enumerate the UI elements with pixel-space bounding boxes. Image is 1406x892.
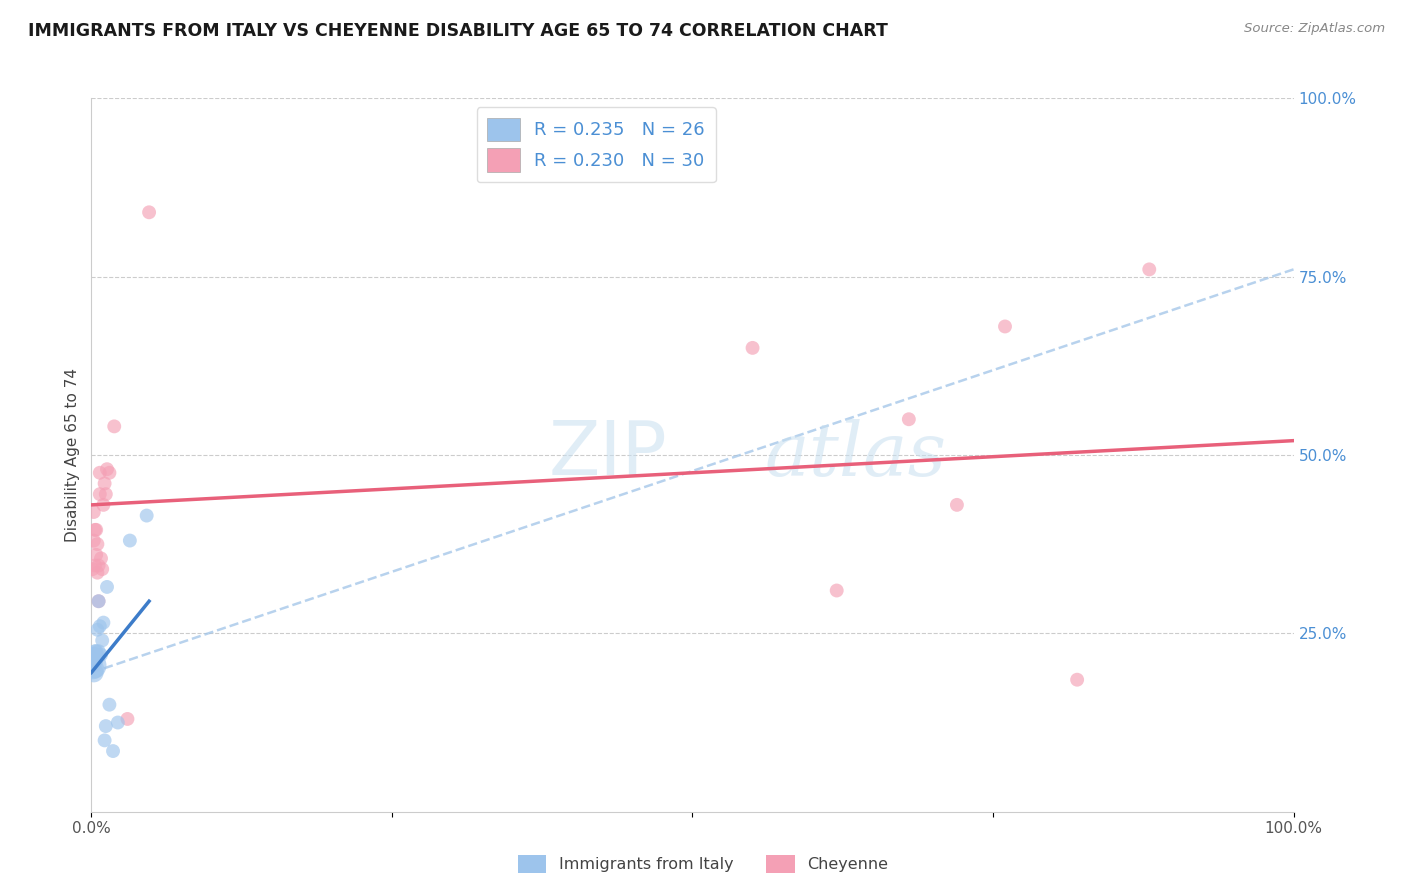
Legend: R = 0.235   N = 26, R = 0.230   N = 30: R = 0.235 N = 26, R = 0.230 N = 30 — [477, 107, 716, 183]
Point — [83, 655, 105, 669]
Point — [86, 537, 108, 551]
Point — [87, 558, 110, 573]
Point — [93, 498, 115, 512]
Point — [93, 615, 115, 630]
Point — [98, 698, 121, 712]
Point — [84, 651, 107, 665]
Point — [825, 583, 848, 598]
Point — [1137, 262, 1160, 277]
Point — [84, 651, 107, 665]
Text: IMMIGRANTS FROM ITALY VS CHEYENNE DISABILITY AGE 65 TO 74 CORRELATION CHART: IMMIGRANTS FROM ITALY VS CHEYENNE DISABI… — [28, 22, 889, 40]
Point — [107, 715, 129, 730]
Point — [897, 412, 920, 426]
Point — [87, 594, 110, 608]
Point — [84, 558, 107, 573]
Point — [98, 466, 121, 480]
Point — [83, 665, 105, 680]
Point — [83, 648, 105, 662]
Point — [91, 562, 114, 576]
Point — [96, 580, 118, 594]
Point — [89, 619, 111, 633]
Point — [94, 719, 117, 733]
Point — [93, 476, 115, 491]
Point — [86, 648, 108, 662]
Point — [94, 487, 117, 501]
Point — [82, 658, 104, 673]
Point — [87, 594, 110, 608]
Point — [84, 644, 107, 658]
Text: atlas: atlas — [765, 418, 946, 491]
Point — [91, 633, 114, 648]
Point — [117, 712, 139, 726]
Point — [84, 644, 107, 658]
Point — [82, 562, 104, 576]
Point — [82, 651, 104, 665]
Point — [741, 341, 763, 355]
Point — [946, 498, 969, 512]
Point — [138, 205, 160, 219]
Point — [84, 523, 107, 537]
Point — [89, 487, 111, 501]
Point — [87, 644, 110, 658]
Point — [84, 523, 107, 537]
Point — [93, 733, 115, 747]
Point — [103, 419, 125, 434]
Point — [89, 466, 111, 480]
Point — [86, 566, 108, 580]
Point — [90, 551, 112, 566]
Point — [135, 508, 157, 523]
Point — [90, 648, 112, 662]
Text: Source: ZipAtlas.com: Source: ZipAtlas.com — [1244, 22, 1385, 36]
Point — [96, 462, 118, 476]
Point — [118, 533, 141, 548]
Y-axis label: Disability Age 65 to 74: Disability Age 65 to 74 — [65, 368, 80, 542]
Point — [84, 662, 107, 676]
Legend: Immigrants from Italy, Cheyenne: Immigrants from Italy, Cheyenne — [512, 848, 894, 880]
Point — [83, 533, 105, 548]
Point — [994, 319, 1017, 334]
Point — [101, 744, 124, 758]
Point — [86, 623, 108, 637]
Point — [83, 505, 105, 519]
Text: ZIP: ZIP — [548, 418, 666, 491]
Point — [84, 548, 107, 562]
Point — [1066, 673, 1088, 687]
